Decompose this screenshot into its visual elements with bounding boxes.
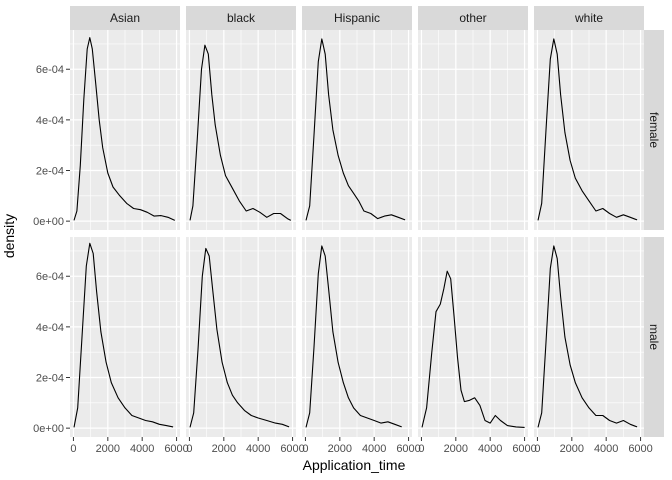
- density-line-female-black: [189, 44, 292, 221]
- column-strip-label: Hispanic: [334, 11, 380, 25]
- column-strip-label: Asian: [110, 11, 140, 25]
- density-line-female-hispanic: [305, 38, 406, 221]
- column-strip-label: white: [574, 11, 603, 25]
- x-tick-label: 4000: [362, 443, 386, 455]
- x-tick-label: 6000: [628, 443, 652, 455]
- row-strip-label: female: [647, 112, 661, 148]
- panel-male-black: [186, 237, 296, 437]
- y-tick-label: 2e-04: [36, 373, 64, 385]
- density-line-female-asian: [73, 37, 176, 221]
- density-line-male-black: [189, 247, 290, 428]
- panel-female-black: [186, 30, 296, 230]
- column-strip-hispanic: [302, 6, 412, 30]
- y-tick-label: 6e-04: [36, 271, 64, 283]
- x-tick-label: 0: [534, 443, 540, 455]
- x-axis-title: Application_time: [303, 457, 406, 473]
- x-tick-label: 6000: [280, 443, 304, 455]
- panel-female-asian: [70, 30, 180, 230]
- density-line-male-other: [421, 270, 525, 428]
- density-line-female-white: [537, 38, 638, 221]
- row-strip-label: male: [647, 324, 661, 350]
- panel-male-asian: [70, 237, 180, 437]
- panel-female-hispanic: [302, 30, 412, 230]
- x-tick-label: 4000: [594, 443, 618, 455]
- x-tick-label: 6000: [512, 443, 536, 455]
- column-strip-label: black: [227, 11, 256, 25]
- x-tick-label: 2000: [328, 443, 352, 455]
- y-tick-label: 4e-04: [36, 322, 64, 334]
- y-tick-label: 2e-04: [36, 166, 64, 178]
- column-strip-other: [418, 6, 528, 30]
- row-strip-female: [644, 30, 664, 230]
- panel-male-hispanic: [302, 237, 412, 437]
- x-tick-label: 4000: [130, 443, 154, 455]
- x-tick-label: 4000: [478, 443, 502, 455]
- y-tick-label: 0e+00: [33, 423, 64, 435]
- y-axis-title: density: [1, 214, 17, 258]
- x-tick-label: 2000: [560, 443, 584, 455]
- x-tick-label: 2000: [96, 443, 120, 455]
- panel-female-other: [418, 30, 528, 230]
- panels-layer: Asian black Hispanic other white female male 0e…: [33, 6, 664, 455]
- x-tick-label: 4000: [246, 443, 270, 455]
- panel-male-other: [418, 237, 528, 437]
- y-tick-label: 0e+00: [33, 216, 64, 228]
- panel-male-white: [534, 237, 644, 437]
- density-line-male-asian: [73, 242, 174, 428]
- x-tick-label: 2000: [212, 443, 236, 455]
- column-strip-white: [534, 6, 644, 30]
- x-tick-label: 0: [302, 443, 308, 455]
- density-line-male-hispanic: [305, 245, 402, 428]
- column-strip-black: [186, 6, 296, 30]
- density-line-male-white: [537, 245, 638, 428]
- x-tick-label: 2000: [444, 443, 468, 455]
- row-strip-male: [644, 237, 664, 437]
- x-tick-label: 0: [186, 443, 192, 455]
- x-tick-label: 0: [70, 443, 76, 455]
- x-tick-label: 6000: [396, 443, 420, 455]
- column-strip-label: other: [459, 11, 486, 25]
- y-tick-label: 4e-04: [36, 115, 64, 127]
- column-strip-asian: [70, 6, 180, 30]
- panel-female-white: [534, 30, 644, 230]
- x-tick-label: 6000: [164, 443, 188, 455]
- y-tick-label: 6e-04: [36, 64, 64, 76]
- x-tick-label: 0: [418, 443, 424, 455]
